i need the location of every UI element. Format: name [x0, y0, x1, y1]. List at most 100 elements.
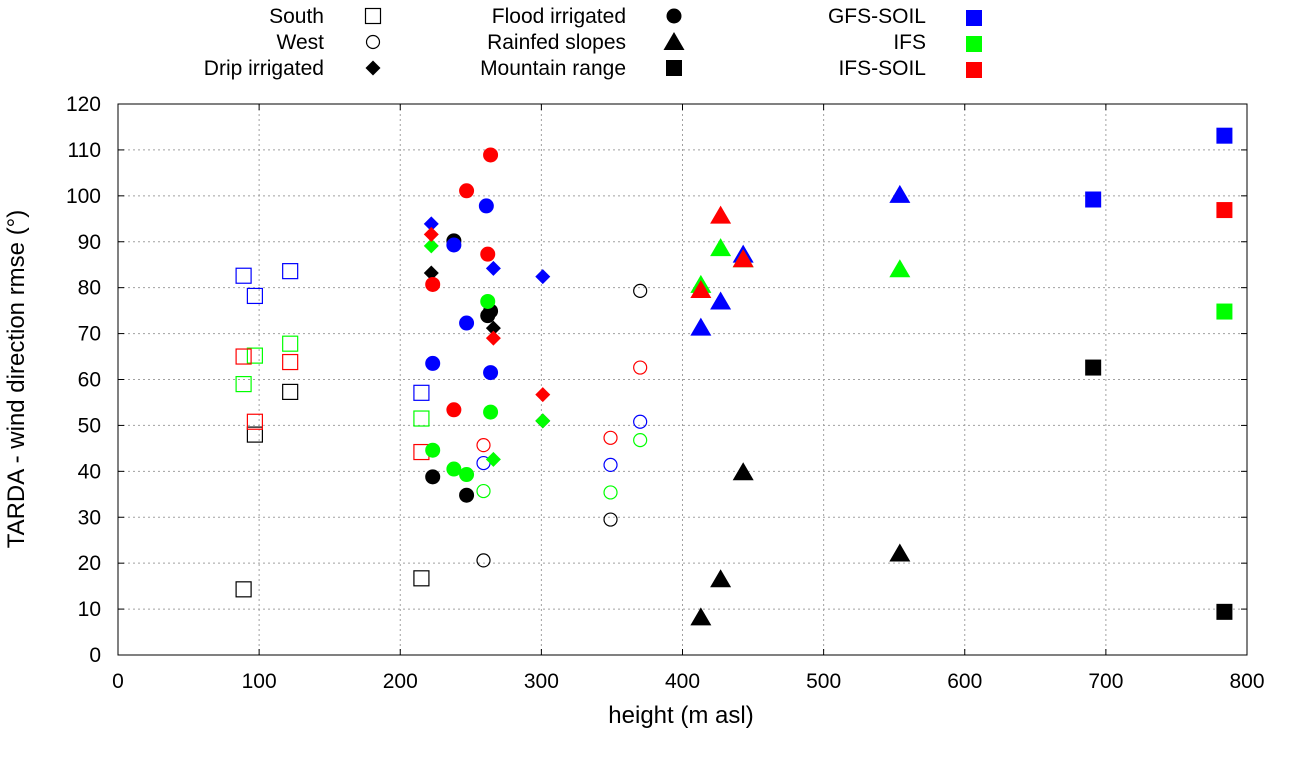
data-point [235, 267, 252, 284]
y-tick-label: 40 [78, 460, 101, 483]
data-point [425, 469, 441, 485]
data-point [603, 512, 618, 527]
data-point [485, 330, 501, 346]
data-point [483, 365, 499, 381]
data-point [246, 347, 263, 364]
y-axis-label: TARDA - wind direction rmse (°) [3, 210, 30, 549]
data-point [423, 238, 439, 254]
data-point [446, 461, 462, 477]
x-tick-label: 700 [1088, 670, 1123, 693]
data-point [710, 569, 732, 588]
legend-label: Flood irrigated [492, 5, 626, 28]
data-point [633, 433, 648, 448]
data-point [423, 226, 439, 242]
legend-label: IFS-SOIL [838, 57, 926, 80]
data-point [478, 198, 494, 214]
x-tick-label: 800 [1229, 670, 1264, 693]
data-point [235, 348, 252, 365]
data-point [476, 438, 491, 453]
y-tick-label: 10 [78, 598, 101, 621]
legend-marker [663, 32, 685, 50]
data-point [1085, 359, 1102, 376]
data-point [889, 543, 911, 562]
data-point [710, 238, 732, 257]
legend-marker [364, 7, 382, 25]
data-point [1216, 202, 1233, 219]
data-point [413, 384, 430, 401]
data-point [603, 485, 618, 500]
data-point [282, 263, 299, 280]
data-point [710, 291, 732, 310]
y-tick-label: 90 [78, 231, 101, 254]
legend-label: Rainfed slopes [487, 31, 626, 54]
data-point [732, 462, 754, 481]
x-tick-label: 300 [524, 670, 559, 693]
y-tick-label: 120 [66, 93, 101, 116]
data-point [603, 457, 618, 473]
data-point [483, 404, 499, 420]
data-point [485, 451, 501, 467]
x-tick-label: 400 [665, 670, 700, 693]
data-point [459, 487, 475, 503]
legend-marker [666, 60, 682, 76]
legend-marker [365, 60, 381, 76]
data-point [485, 260, 501, 276]
data-point [535, 387, 551, 403]
data-point [535, 269, 551, 285]
data-point [1216, 127, 1233, 144]
data-point [889, 184, 911, 203]
data-point [425, 276, 441, 292]
data-point [446, 402, 462, 418]
data-point [476, 483, 491, 499]
data-point [483, 147, 499, 163]
data-point [459, 315, 475, 331]
y-tick-label: 70 [78, 323, 101, 346]
data-point [423, 216, 439, 232]
y-tick-label: 100 [66, 185, 101, 208]
x-tick-label: 600 [947, 670, 982, 693]
data-point [425, 442, 441, 458]
data-point [889, 259, 911, 278]
x-tick-label: 500 [806, 670, 841, 693]
data-point [690, 317, 712, 336]
data-point [480, 293, 496, 309]
y-tick-label: 80 [78, 277, 101, 300]
data-point [480, 246, 496, 262]
data-point [1216, 303, 1233, 320]
data-point [246, 287, 263, 305]
y-tick-label: 0 [89, 644, 101, 667]
data-point [446, 237, 462, 253]
data-point [425, 355, 441, 371]
legend-label: GFS-SOIL [828, 5, 926, 28]
data-point [282, 335, 299, 352]
data-point [1085, 191, 1102, 208]
grid-lines [118, 104, 1247, 655]
data-points [235, 127, 1233, 626]
data-point [476, 553, 491, 568]
data-point [732, 249, 754, 268]
data-point [459, 467, 475, 483]
legend-label: Mountain range [480, 57, 626, 80]
y-tick-label: 60 [78, 369, 101, 392]
data-point [459, 183, 475, 199]
data-point [246, 426, 263, 443]
y-tick-label: 50 [78, 414, 101, 437]
data-point [235, 375, 252, 393]
data-point [633, 414, 648, 429]
legend-marker [966, 36, 982, 52]
data-point [603, 430, 618, 445]
data-point [413, 410, 430, 427]
data-point [690, 607, 712, 626]
x-axis-label: height (m asl) [608, 702, 753, 729]
legend: South West Drip irrigated Flood irrigated Ra… [204, 5, 982, 80]
legend-marker [966, 62, 982, 78]
data-point [485, 320, 501, 336]
legend-label: Drip irrigated [204, 57, 324, 80]
data-point [246, 413, 263, 430]
x-tick-label: 100 [242, 670, 277, 693]
data-point [423, 265, 439, 281]
y-tick-label: 30 [78, 506, 101, 529]
data-point [282, 353, 299, 371]
data-point [633, 283, 648, 298]
